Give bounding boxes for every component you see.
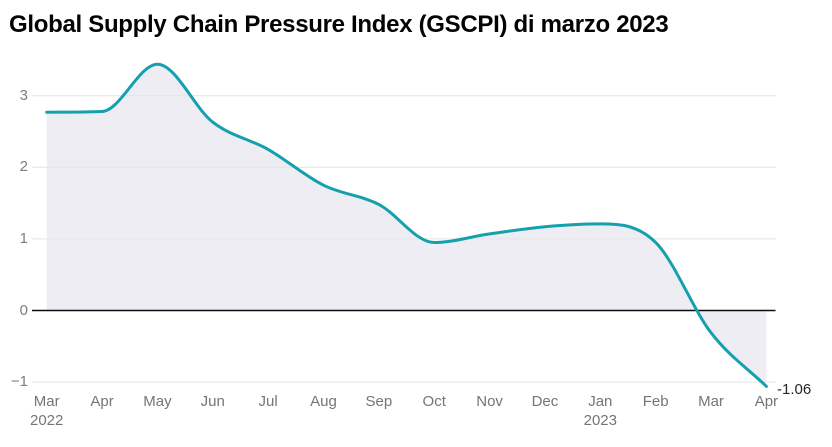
x-tick-label: Aug bbox=[310, 393, 337, 410]
x-tick-label: Apr bbox=[90, 393, 114, 410]
x-tick-label: Mar bbox=[698, 393, 724, 410]
y-tick-label: 2 bbox=[19, 158, 28, 176]
x-tick-label: Sep bbox=[365, 393, 393, 410]
x-tick-label: Feb bbox=[642, 393, 669, 410]
x-tick-label: Jul bbox=[258, 393, 278, 410]
x-tick-year-label: 2022 bbox=[30, 412, 64, 429]
x-tick-label: May bbox=[143, 393, 172, 410]
gridlines-layer bbox=[32, 95, 776, 383]
x-tick-label: Jun bbox=[200, 393, 225, 410]
chart-title: Global Supply Chain Pressure Index (GSCP… bbox=[9, 11, 669, 38]
gscpi-trend-line bbox=[45, 62, 768, 388]
x-tick-label: Apr bbox=[754, 393, 779, 410]
y-tick-label: −1 bbox=[10, 373, 28, 391]
y-tick-label: 3 bbox=[19, 86, 28, 104]
x-tick-label: Jan bbox=[588, 393, 613, 410]
last-value-label: -1.06 bbox=[777, 381, 812, 398]
y-tick-label: 0 bbox=[19, 301, 28, 319]
x-tick-year-label: 2023 bbox=[583, 412, 617, 429]
area-fill-layer bbox=[46, 64, 767, 387]
x-tick-label: Oct bbox=[422, 393, 446, 410]
x-tick-label: Dec bbox=[531, 393, 559, 410]
trend-line-layer bbox=[45, 62, 768, 388]
area-fill bbox=[46, 64, 767, 387]
x-tick-label: Nov bbox=[476, 393, 503, 410]
x-tick-label: Mar bbox=[33, 393, 60, 410]
y-tick-label: 1 bbox=[19, 229, 28, 247]
